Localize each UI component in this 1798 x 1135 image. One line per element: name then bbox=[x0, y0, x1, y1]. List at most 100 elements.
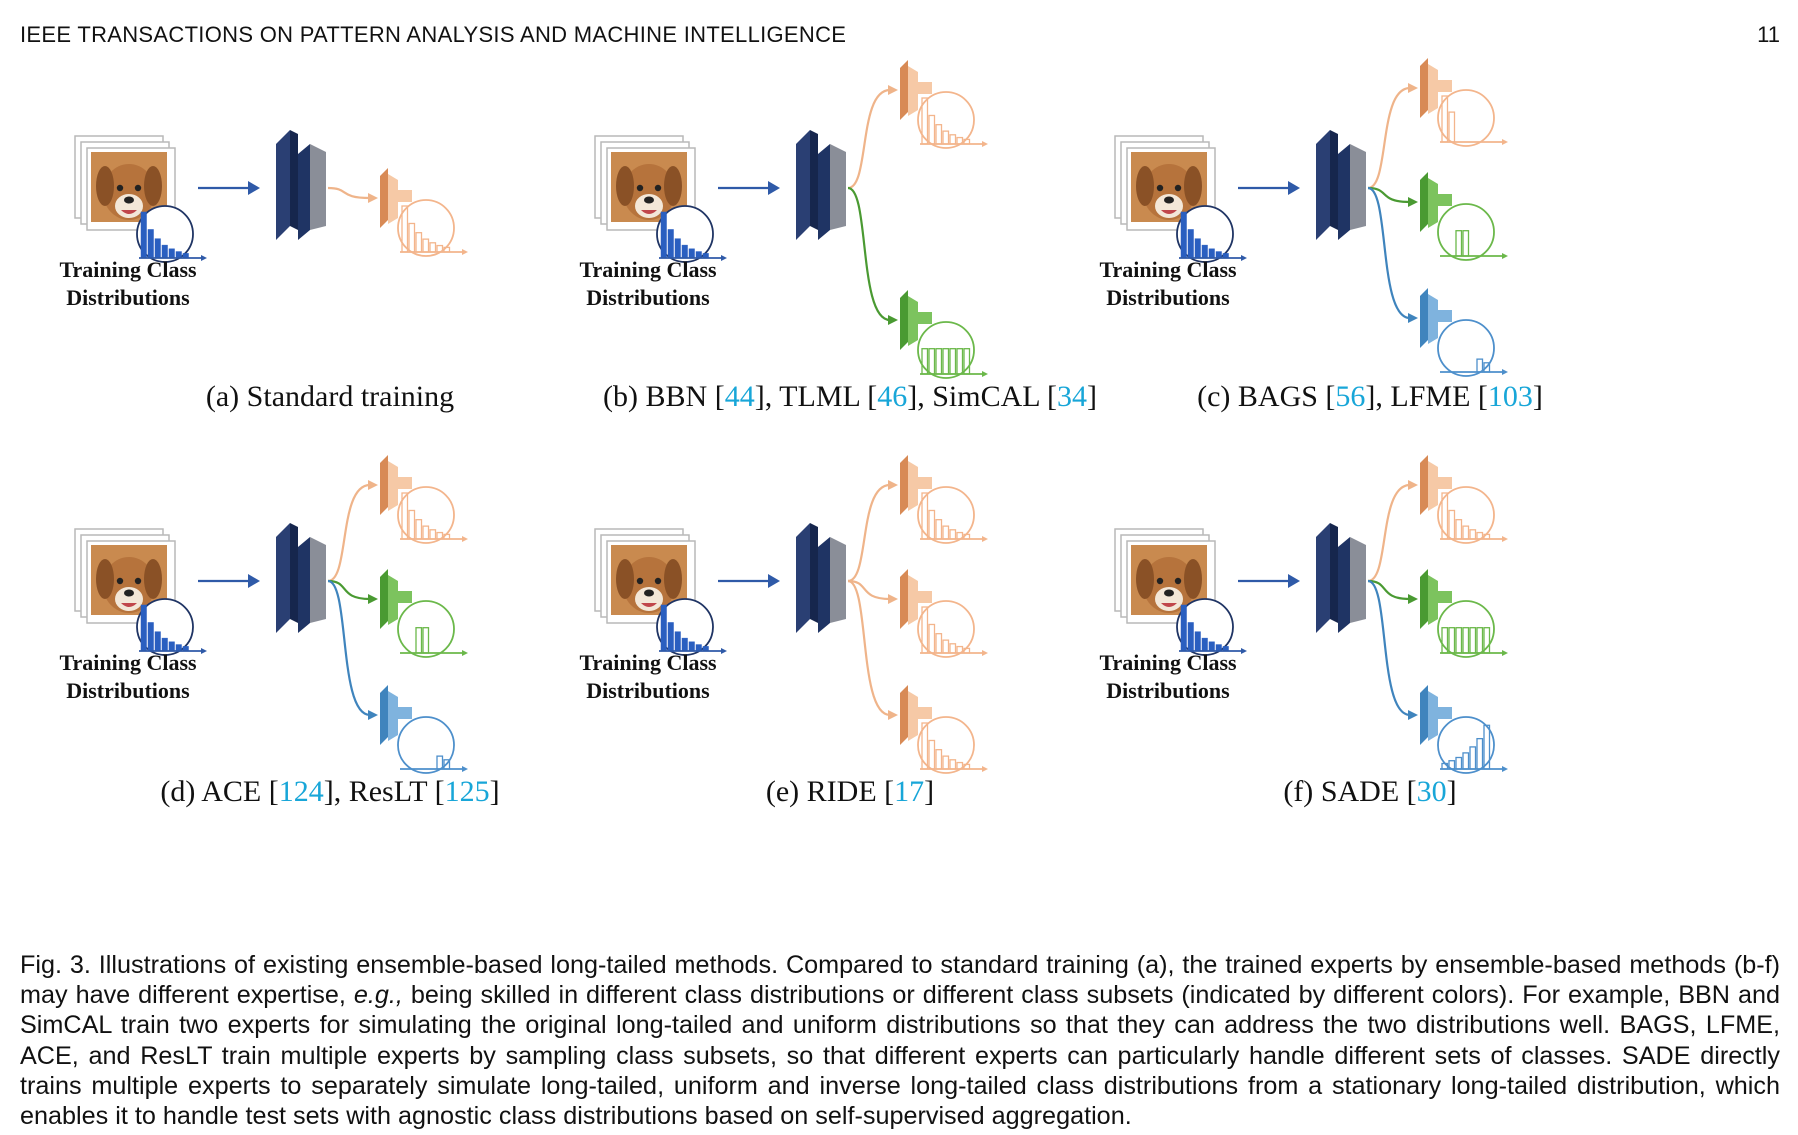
expert-arrow bbox=[1367, 579, 1411, 601]
distribution-histogram bbox=[656, 205, 727, 263]
label-line: Training Class bbox=[1099, 257, 1237, 282]
dog-eye bbox=[654, 577, 662, 585]
axis-arrowhead bbox=[982, 766, 988, 772]
page-header: IEEE TRANSACTIONS ON PATTERN ANALYSIS AN… bbox=[20, 22, 1780, 52]
backbone-layer bbox=[810, 523, 818, 623]
citation-link[interactable]: 17 bbox=[894, 775, 925, 808]
expert-head bbox=[398, 707, 412, 719]
axis-arrowhead bbox=[1241, 648, 1247, 654]
expert-layer bbox=[900, 569, 908, 629]
axis-arrowhead bbox=[201, 648, 207, 654]
arrowhead bbox=[888, 480, 898, 490]
dog-muzzle bbox=[635, 194, 663, 218]
label-line: Distributions bbox=[586, 678, 710, 703]
dog-ear bbox=[144, 559, 162, 599]
distribution-histogram bbox=[397, 716, 468, 774]
expert-layer bbox=[908, 461, 918, 511]
citation-link[interactable]: 46 bbox=[877, 380, 908, 413]
method-name: BAGS [ bbox=[1230, 380, 1336, 413]
dog-nose bbox=[124, 589, 134, 597]
backbone-network bbox=[1316, 523, 1366, 633]
method-name: ResLT [ bbox=[341, 775, 445, 808]
bracket: ] bbox=[924, 775, 935, 808]
dog-ear bbox=[664, 166, 682, 206]
training-class-distributions-label: Training Class Distributions bbox=[28, 649, 228, 705]
input-images bbox=[594, 135, 727, 263]
dog-eye bbox=[1156, 577, 1164, 585]
caption-part-2: being skilled in different class distrib… bbox=[20, 981, 1780, 1131]
panel-b: Training Class Distributions (b) BBN [44],… bbox=[560, 40, 1140, 480]
citation-link[interactable]: 34 bbox=[1056, 380, 1087, 413]
distribution-histogram bbox=[1437, 203, 1508, 261]
expert-layer bbox=[900, 455, 908, 515]
input-images bbox=[1114, 135, 1247, 263]
expert-arrow bbox=[847, 483, 891, 583]
panel-d: Training Class Distributions (d) ACE [124]… bbox=[40, 437, 620, 877]
expert-layer bbox=[908, 575, 918, 625]
bracket: ] bbox=[1532, 380, 1543, 413]
expert-layer bbox=[380, 685, 388, 745]
histogram-circle bbox=[1437, 319, 1495, 377]
expert-arrow bbox=[847, 88, 891, 190]
subfigure-letter: (a) bbox=[205, 380, 240, 413]
axis-arrowhead bbox=[462, 766, 468, 772]
histogram-bar bbox=[1187, 622, 1194, 652]
expert-blue bbox=[1420, 685, 1508, 774]
axis-arrowhead bbox=[721, 648, 727, 654]
expert-layer bbox=[380, 569, 388, 629]
distribution-histogram bbox=[136, 598, 207, 656]
citation-link[interactable]: 103 bbox=[1487, 380, 1533, 413]
label-line: Training Class bbox=[1099, 650, 1237, 675]
expert-layer bbox=[900, 685, 908, 745]
label-line: Distributions bbox=[586, 285, 710, 310]
distribution-histogram bbox=[1176, 598, 1247, 656]
citation-link[interactable]: 44 bbox=[724, 380, 755, 413]
backbone-layer bbox=[810, 130, 818, 230]
distribution-histogram bbox=[917, 716, 988, 774]
label-line: Distributions bbox=[1106, 285, 1230, 310]
citation-link[interactable]: 124 bbox=[278, 775, 324, 808]
distribution-histogram bbox=[1437, 716, 1508, 774]
panel-c: Training Class Distributions (c) BAGS [56]… bbox=[1080, 40, 1660, 480]
backbone-layer bbox=[1350, 537, 1366, 623]
method-name: TLML [ bbox=[772, 380, 878, 413]
expert-blue bbox=[380, 685, 468, 774]
backbone-layer bbox=[830, 537, 846, 623]
expert-layer bbox=[1420, 455, 1428, 515]
input-images bbox=[594, 528, 727, 656]
arrowhead bbox=[248, 574, 260, 588]
backbone-layer bbox=[1338, 537, 1350, 633]
backbone-network bbox=[276, 130, 326, 240]
expert-green bbox=[380, 569, 468, 658]
dog-ear bbox=[1136, 559, 1154, 599]
expert-layer bbox=[388, 691, 398, 741]
dog-ear bbox=[144, 166, 162, 206]
label-line: Training Class bbox=[59, 650, 197, 675]
expert-layer bbox=[908, 296, 918, 346]
axis-arrowhead bbox=[982, 536, 988, 542]
histogram-circle bbox=[1437, 89, 1495, 147]
method-name: SADE [ bbox=[1313, 775, 1417, 808]
dog-eye bbox=[134, 577, 142, 585]
citation-link[interactable]: 56 bbox=[1335, 380, 1366, 413]
histogram-bar bbox=[660, 604, 667, 652]
arrowhead bbox=[888, 710, 898, 720]
citation-link[interactable]: 125 bbox=[444, 775, 490, 808]
distribution-histogram bbox=[136, 205, 207, 263]
expert-layer bbox=[1428, 178, 1438, 228]
arrowhead bbox=[768, 181, 780, 195]
expert-green bbox=[1420, 172, 1508, 261]
dog-nose bbox=[1164, 196, 1174, 204]
subfigure-caption: (c) BAGS [56], LFME [103] bbox=[1080, 380, 1660, 414]
arrowhead bbox=[1408, 313, 1418, 323]
dog-eye bbox=[116, 577, 124, 585]
expert-head bbox=[1438, 310, 1452, 322]
arrowhead bbox=[248, 181, 260, 195]
dog-ear bbox=[616, 559, 634, 599]
dog-ear bbox=[1184, 559, 1202, 599]
histogram-bar bbox=[140, 211, 147, 259]
dog-nose bbox=[1164, 589, 1174, 597]
citation-link[interactable]: 30 bbox=[1416, 775, 1447, 808]
subfigure-letter: (e) bbox=[765, 775, 800, 808]
arrowhead bbox=[368, 193, 378, 203]
